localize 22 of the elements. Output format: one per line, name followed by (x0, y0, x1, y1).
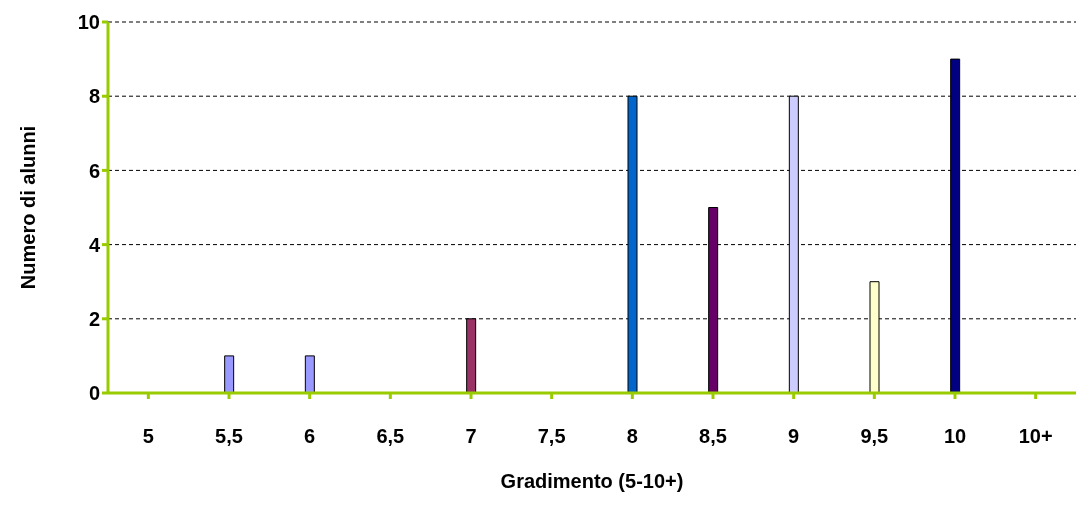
y-tick-label: 10 (77, 11, 100, 34)
x-tick-label: 7,5 (537, 425, 566, 448)
x-tick-label: 8,5 (699, 425, 727, 448)
x-tick-label: 6 (304, 425, 316, 448)
x-tick-label: 10+ (1018, 425, 1053, 448)
bar (224, 355, 235, 393)
x-tick-label: 7 (465, 425, 477, 448)
y-tick-label: 2 (88, 307, 100, 330)
x-tick-label: 10 (943, 425, 967, 448)
bar (304, 355, 315, 393)
y-tick-label: 8 (88, 85, 100, 108)
y-tick-label: 4 (88, 233, 101, 256)
x-tick-label: 9,5 (860, 425, 889, 448)
y-tick-label: 0 (88, 382, 100, 405)
y-axis-title: Numero di alunni (17, 125, 40, 290)
x-tick-label: 5 (142, 425, 154, 448)
x-tick-label: 8 (626, 425, 638, 448)
x-tick-label: 5,5 (215, 425, 243, 448)
y-tick-label: 6 (88, 159, 100, 182)
x-axis-title: Gradimento (5-10+) (500, 470, 684, 492)
x-tick-label: 9 (788, 425, 800, 448)
x-tick-label: 6,5 (376, 425, 405, 448)
